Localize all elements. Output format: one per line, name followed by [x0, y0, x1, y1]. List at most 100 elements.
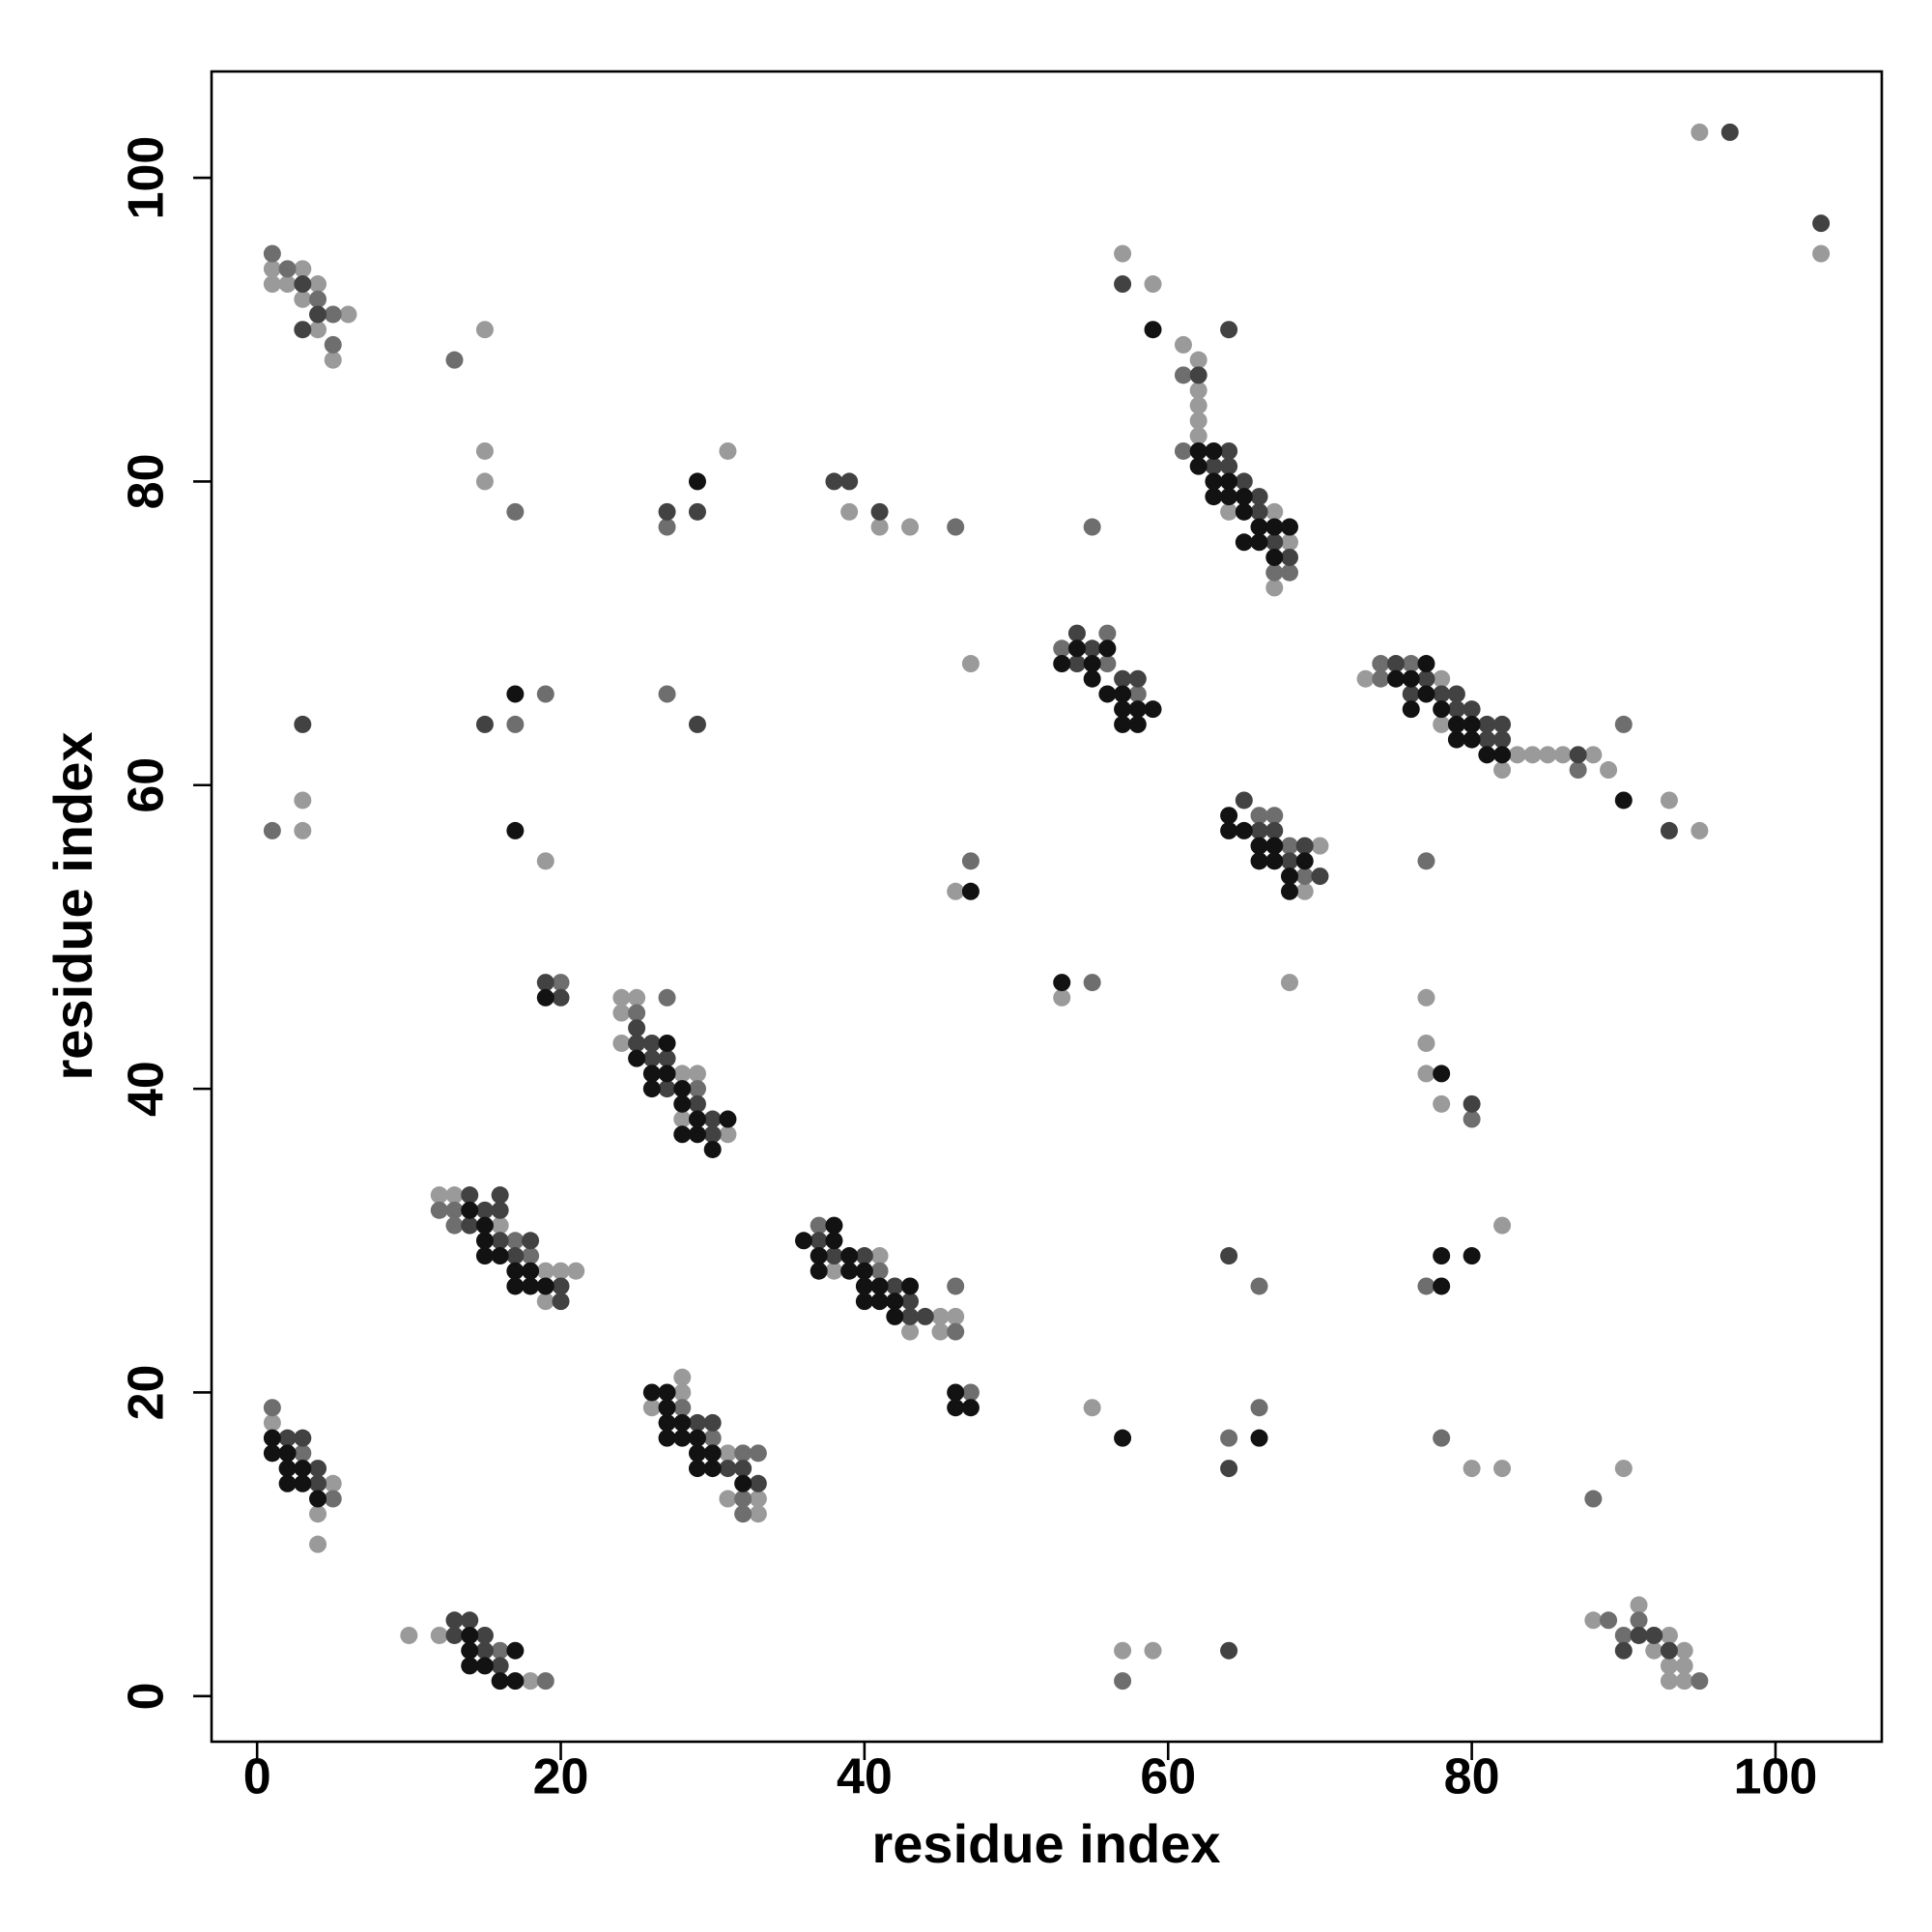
contact-point — [324, 351, 342, 369]
contact-point — [1114, 1672, 1132, 1690]
contact-point — [430, 1201, 448, 1219]
contact-point — [309, 275, 327, 294]
contact-point — [1645, 1641, 1663, 1660]
contact-point — [1174, 366, 1192, 384]
contact-point — [1433, 1094, 1451, 1113]
contact-point — [642, 1399, 661, 1417]
contact-point — [734, 1444, 753, 1463]
contact-point — [1265, 533, 1284, 552]
plot-frame — [210, 70, 1884, 1744]
contact-point — [1128, 700, 1147, 719]
contact-point — [1417, 669, 1435, 688]
contact-point — [1083, 669, 1101, 688]
contact-point — [658, 1034, 676, 1052]
contact-point — [688, 1110, 706, 1128]
contact-point — [1493, 1216, 1512, 1235]
contact-point — [1812, 244, 1831, 263]
contact-point — [1144, 321, 1162, 339]
contact-point — [1235, 821, 1253, 839]
contact-point — [1083, 518, 1101, 536]
contact-point — [1433, 1065, 1451, 1083]
contact-point — [734, 1505, 753, 1523]
contact-point — [491, 1641, 509, 1660]
contact-point — [522, 1232, 540, 1250]
contact-point — [1584, 1611, 1603, 1630]
contact-point — [552, 1293, 570, 1311]
contact-point — [1493, 1460, 1512, 1478]
contact-point — [1114, 275, 1132, 294]
x-tick-label: 80 — [1444, 1749, 1500, 1805]
contact-point — [445, 1216, 464, 1235]
contact-point — [309, 1490, 327, 1508]
contact-point — [1083, 655, 1101, 673]
contact-point — [1098, 624, 1117, 642]
contact-point — [810, 1262, 828, 1280]
contact-point — [400, 1626, 418, 1644]
contact-point — [658, 1429, 676, 1447]
contact-point — [536, 1262, 554, 1280]
contact-point — [1295, 867, 1314, 886]
contact-point — [294, 791, 312, 810]
contact-point — [734, 1490, 753, 1508]
contact-point — [658, 988, 676, 1007]
y-tick-label: 0 — [119, 1682, 175, 1710]
contact-point — [506, 715, 525, 733]
contact-point — [688, 1460, 706, 1478]
contact-point — [673, 1413, 692, 1432]
contact-point — [1280, 563, 1298, 582]
contact-point — [491, 1672, 509, 1690]
contact-point — [961, 852, 980, 870]
contact-point — [947, 518, 965, 536]
contact-point — [294, 290, 312, 308]
contact-point — [703, 1125, 722, 1144]
contact-point — [901, 518, 920, 536]
contact-point — [1356, 669, 1375, 688]
contact-point — [263, 1399, 281, 1417]
contact-point — [870, 1293, 889, 1311]
contact-point — [810, 1247, 828, 1265]
contact-point — [506, 1672, 525, 1690]
contact-point — [1114, 715, 1132, 733]
contact-point — [1280, 837, 1298, 855]
contact-point — [947, 882, 965, 900]
contact-point — [1584, 1490, 1603, 1508]
contact-point — [688, 1413, 706, 1432]
contact-point — [1523, 746, 1542, 764]
contact-point — [1250, 1399, 1268, 1417]
contact-point — [1250, 488, 1268, 506]
contact-point — [1295, 882, 1314, 900]
contact-point — [461, 1216, 479, 1235]
contact-point — [491, 1657, 509, 1675]
contact-point — [309, 1535, 327, 1553]
contact-point — [1417, 655, 1435, 673]
contact-point — [870, 1277, 889, 1295]
contact-point — [475, 1247, 494, 1265]
contact-point — [1569, 761, 1587, 780]
contact-point — [961, 1383, 980, 1402]
contact-point — [506, 1247, 525, 1265]
contact-point — [1402, 669, 1420, 688]
contact-point — [734, 1460, 753, 1478]
contact-point — [673, 1110, 692, 1128]
contact-point — [1463, 700, 1481, 719]
contact-point — [673, 1399, 692, 1417]
contact-point — [461, 1611, 479, 1630]
contact-point — [1235, 472, 1253, 491]
contact-point — [642, 1034, 661, 1052]
contact-point — [1250, 533, 1268, 552]
contact-point — [1463, 1460, 1481, 1478]
contact-point — [522, 1247, 540, 1265]
contact-point — [263, 821, 281, 839]
contact-point — [612, 1034, 631, 1052]
y-tick-label: 80 — [119, 453, 175, 509]
contact-point — [658, 1080, 676, 1098]
contact-point — [947, 1277, 965, 1295]
contact-point — [506, 1232, 525, 1250]
contact-point — [1083, 639, 1101, 658]
contact-point — [1144, 700, 1162, 719]
contact-point — [1402, 655, 1420, 673]
contact-point — [1675, 1657, 1693, 1675]
contact-point — [1493, 730, 1512, 749]
contact-point — [1508, 746, 1526, 764]
contact-point — [1265, 563, 1284, 582]
